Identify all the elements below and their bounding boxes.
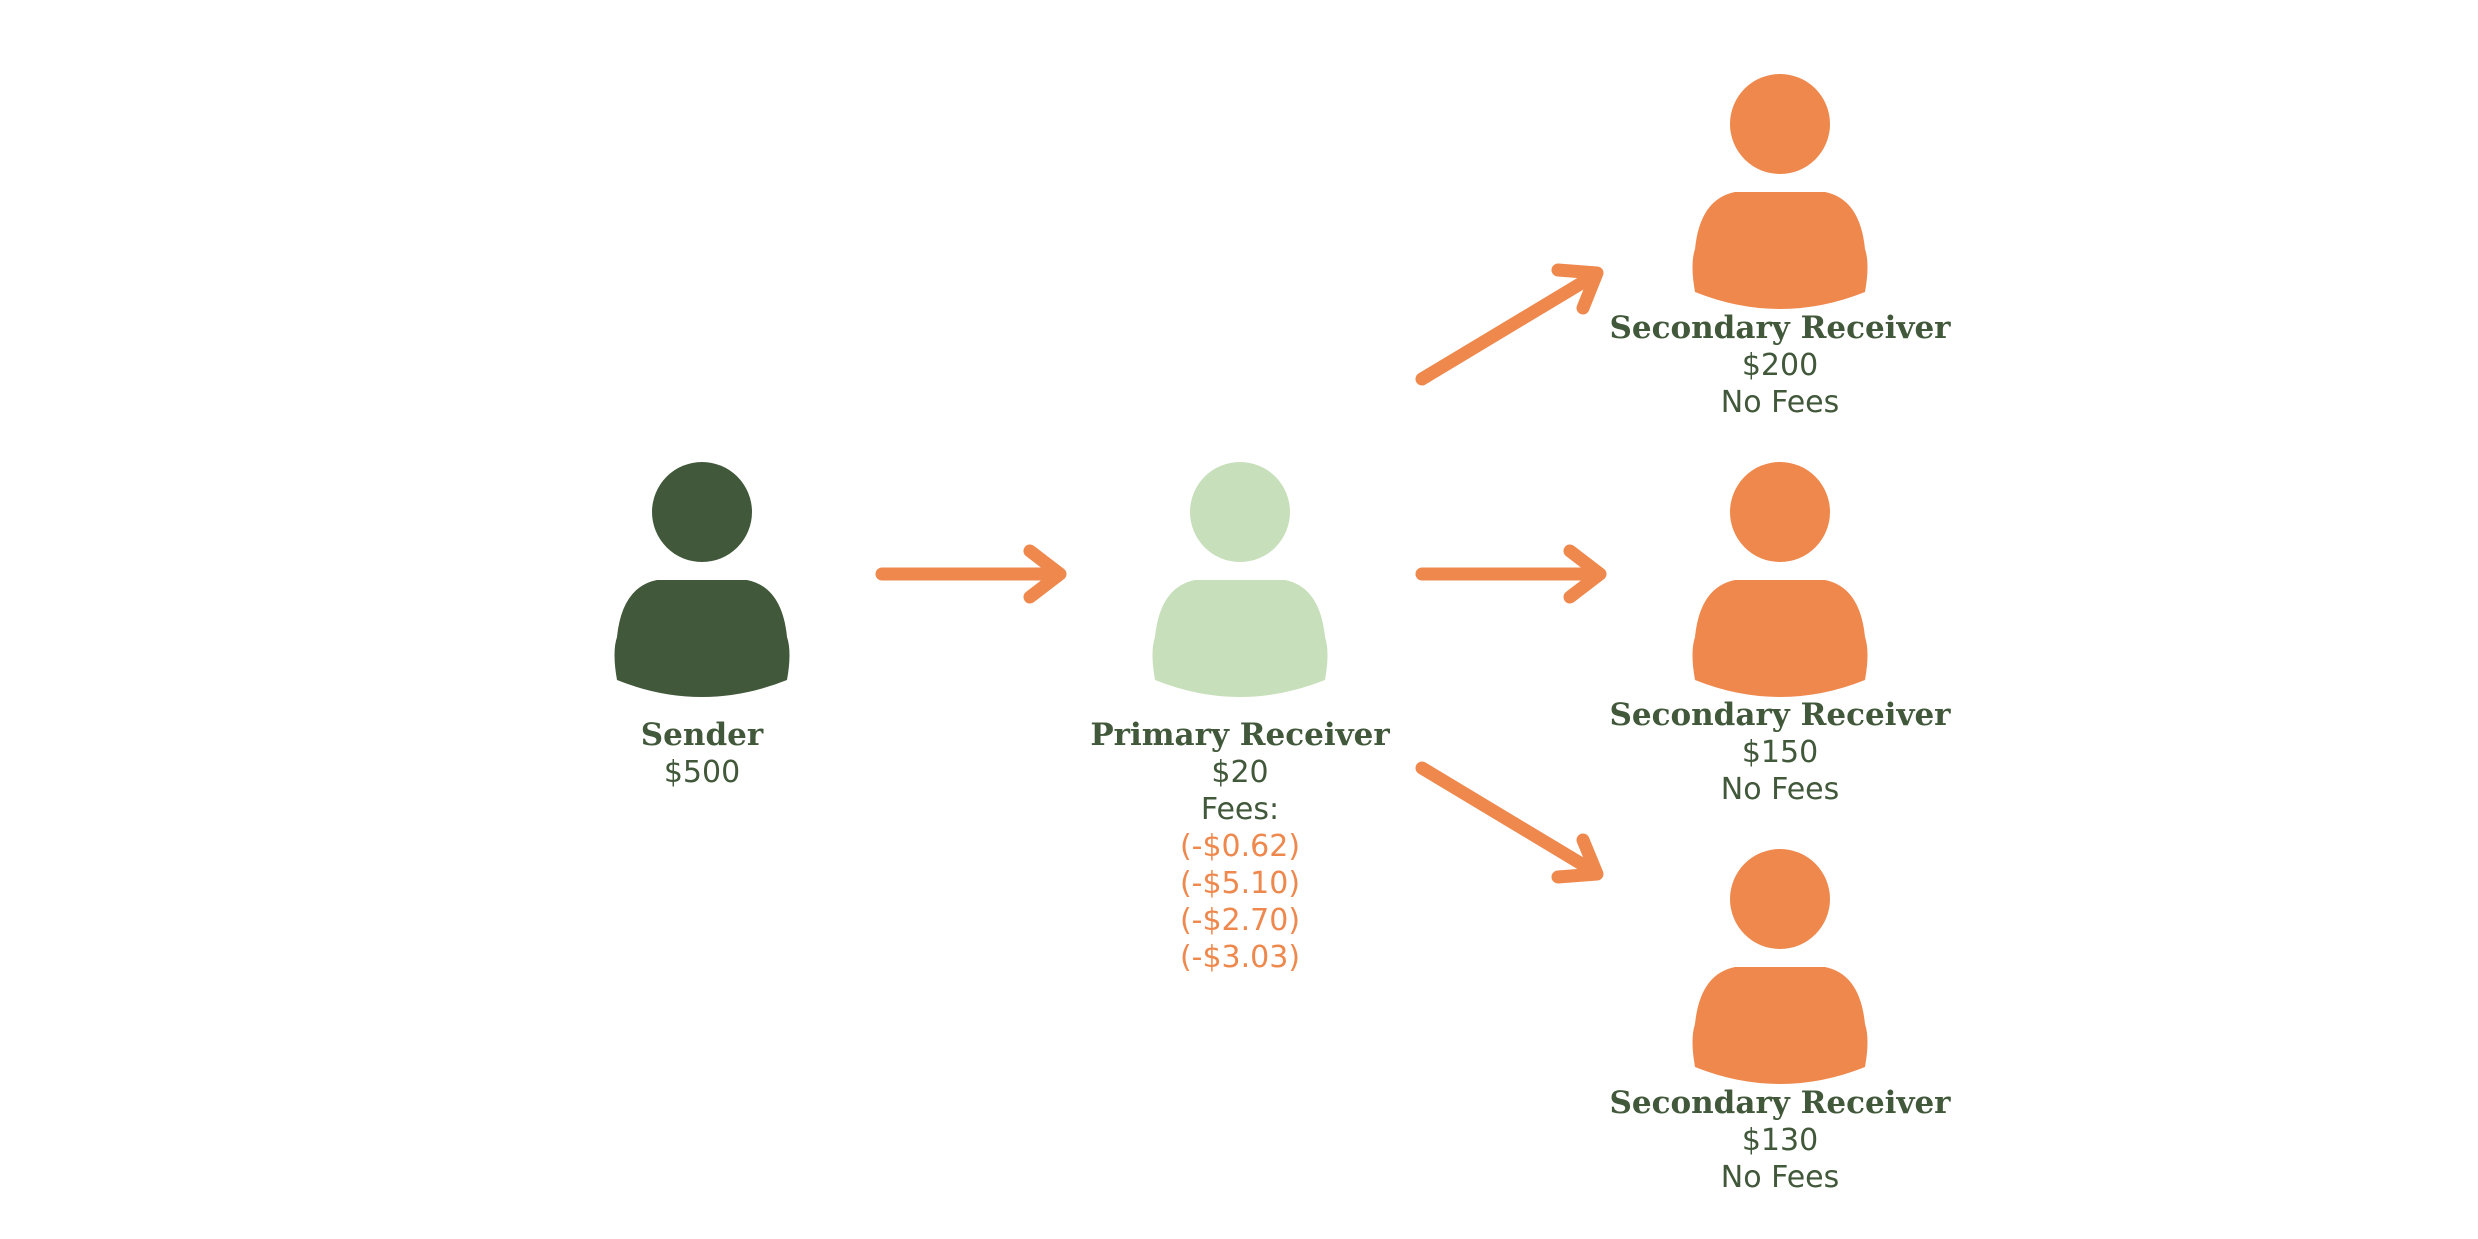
secondary-receiver-note: No Fees bbox=[1720, 1160, 1840, 1195]
secondary-receiver-note: No Fees bbox=[1720, 772, 1840, 807]
secondary-receiver-2-label: Secondary Receiver $150 No Fees bbox=[1560, 697, 2000, 808]
arrow-sender-to-primary bbox=[875, 544, 1067, 604]
secondary-receiver-3-person-icon bbox=[1692, 849, 1868, 1084]
secondary-receiver-1-label: Secondary Receiver $200 No Fees bbox=[1560, 310, 2000, 421]
primary-receiver-fees-label: Fees: bbox=[1200, 792, 1280, 827]
secondary-receiver-title: Secondary Receiver bbox=[1609, 310, 1951, 346]
fee-item: (-$2.70) bbox=[1179, 903, 1301, 938]
sender-title: Sender bbox=[640, 717, 764, 753]
arrow-primary-to-secondary-1 bbox=[1415, 263, 1604, 386]
primary-receiver-person-icon bbox=[1152, 462, 1328, 697]
fee-item: (-$3.03) bbox=[1179, 940, 1301, 975]
sender-person-icon bbox=[614, 462, 790, 697]
sender-label: Sender $500 bbox=[482, 717, 922, 791]
primary-receiver-label: Primary Receiver $20 Fees: (-$0.62) (-$5… bbox=[1020, 717, 1460, 976]
secondary-receiver-3-label: Secondary Receiver $130 No Fees bbox=[1560, 1085, 2000, 1196]
secondary-receiver-2-person-icon bbox=[1692, 462, 1868, 697]
primary-receiver-amount: $20 bbox=[1211, 755, 1269, 790]
sender-amount: $500 bbox=[663, 755, 741, 790]
secondary-receiver-title: Secondary Receiver bbox=[1609, 697, 1951, 733]
fee-item: (-$5.10) bbox=[1179, 866, 1301, 901]
arrow-primary-to-secondary-2 bbox=[1415, 544, 1607, 604]
secondary-receiver-1-person-icon bbox=[1692, 74, 1868, 309]
secondary-receiver-amount: $150 bbox=[1741, 735, 1819, 770]
primary-receiver-title: Primary Receiver bbox=[1090, 717, 1390, 753]
secondary-receiver-title: Secondary Receiver bbox=[1609, 1085, 1951, 1121]
arrow-primary-to-secondary-3 bbox=[1415, 761, 1604, 884]
fee-item: (-$0.62) bbox=[1179, 829, 1301, 864]
secondary-receiver-note: No Fees bbox=[1720, 385, 1840, 420]
secondary-receiver-amount: $200 bbox=[1741, 348, 1819, 383]
secondary-receiver-amount: $130 bbox=[1741, 1123, 1819, 1158]
